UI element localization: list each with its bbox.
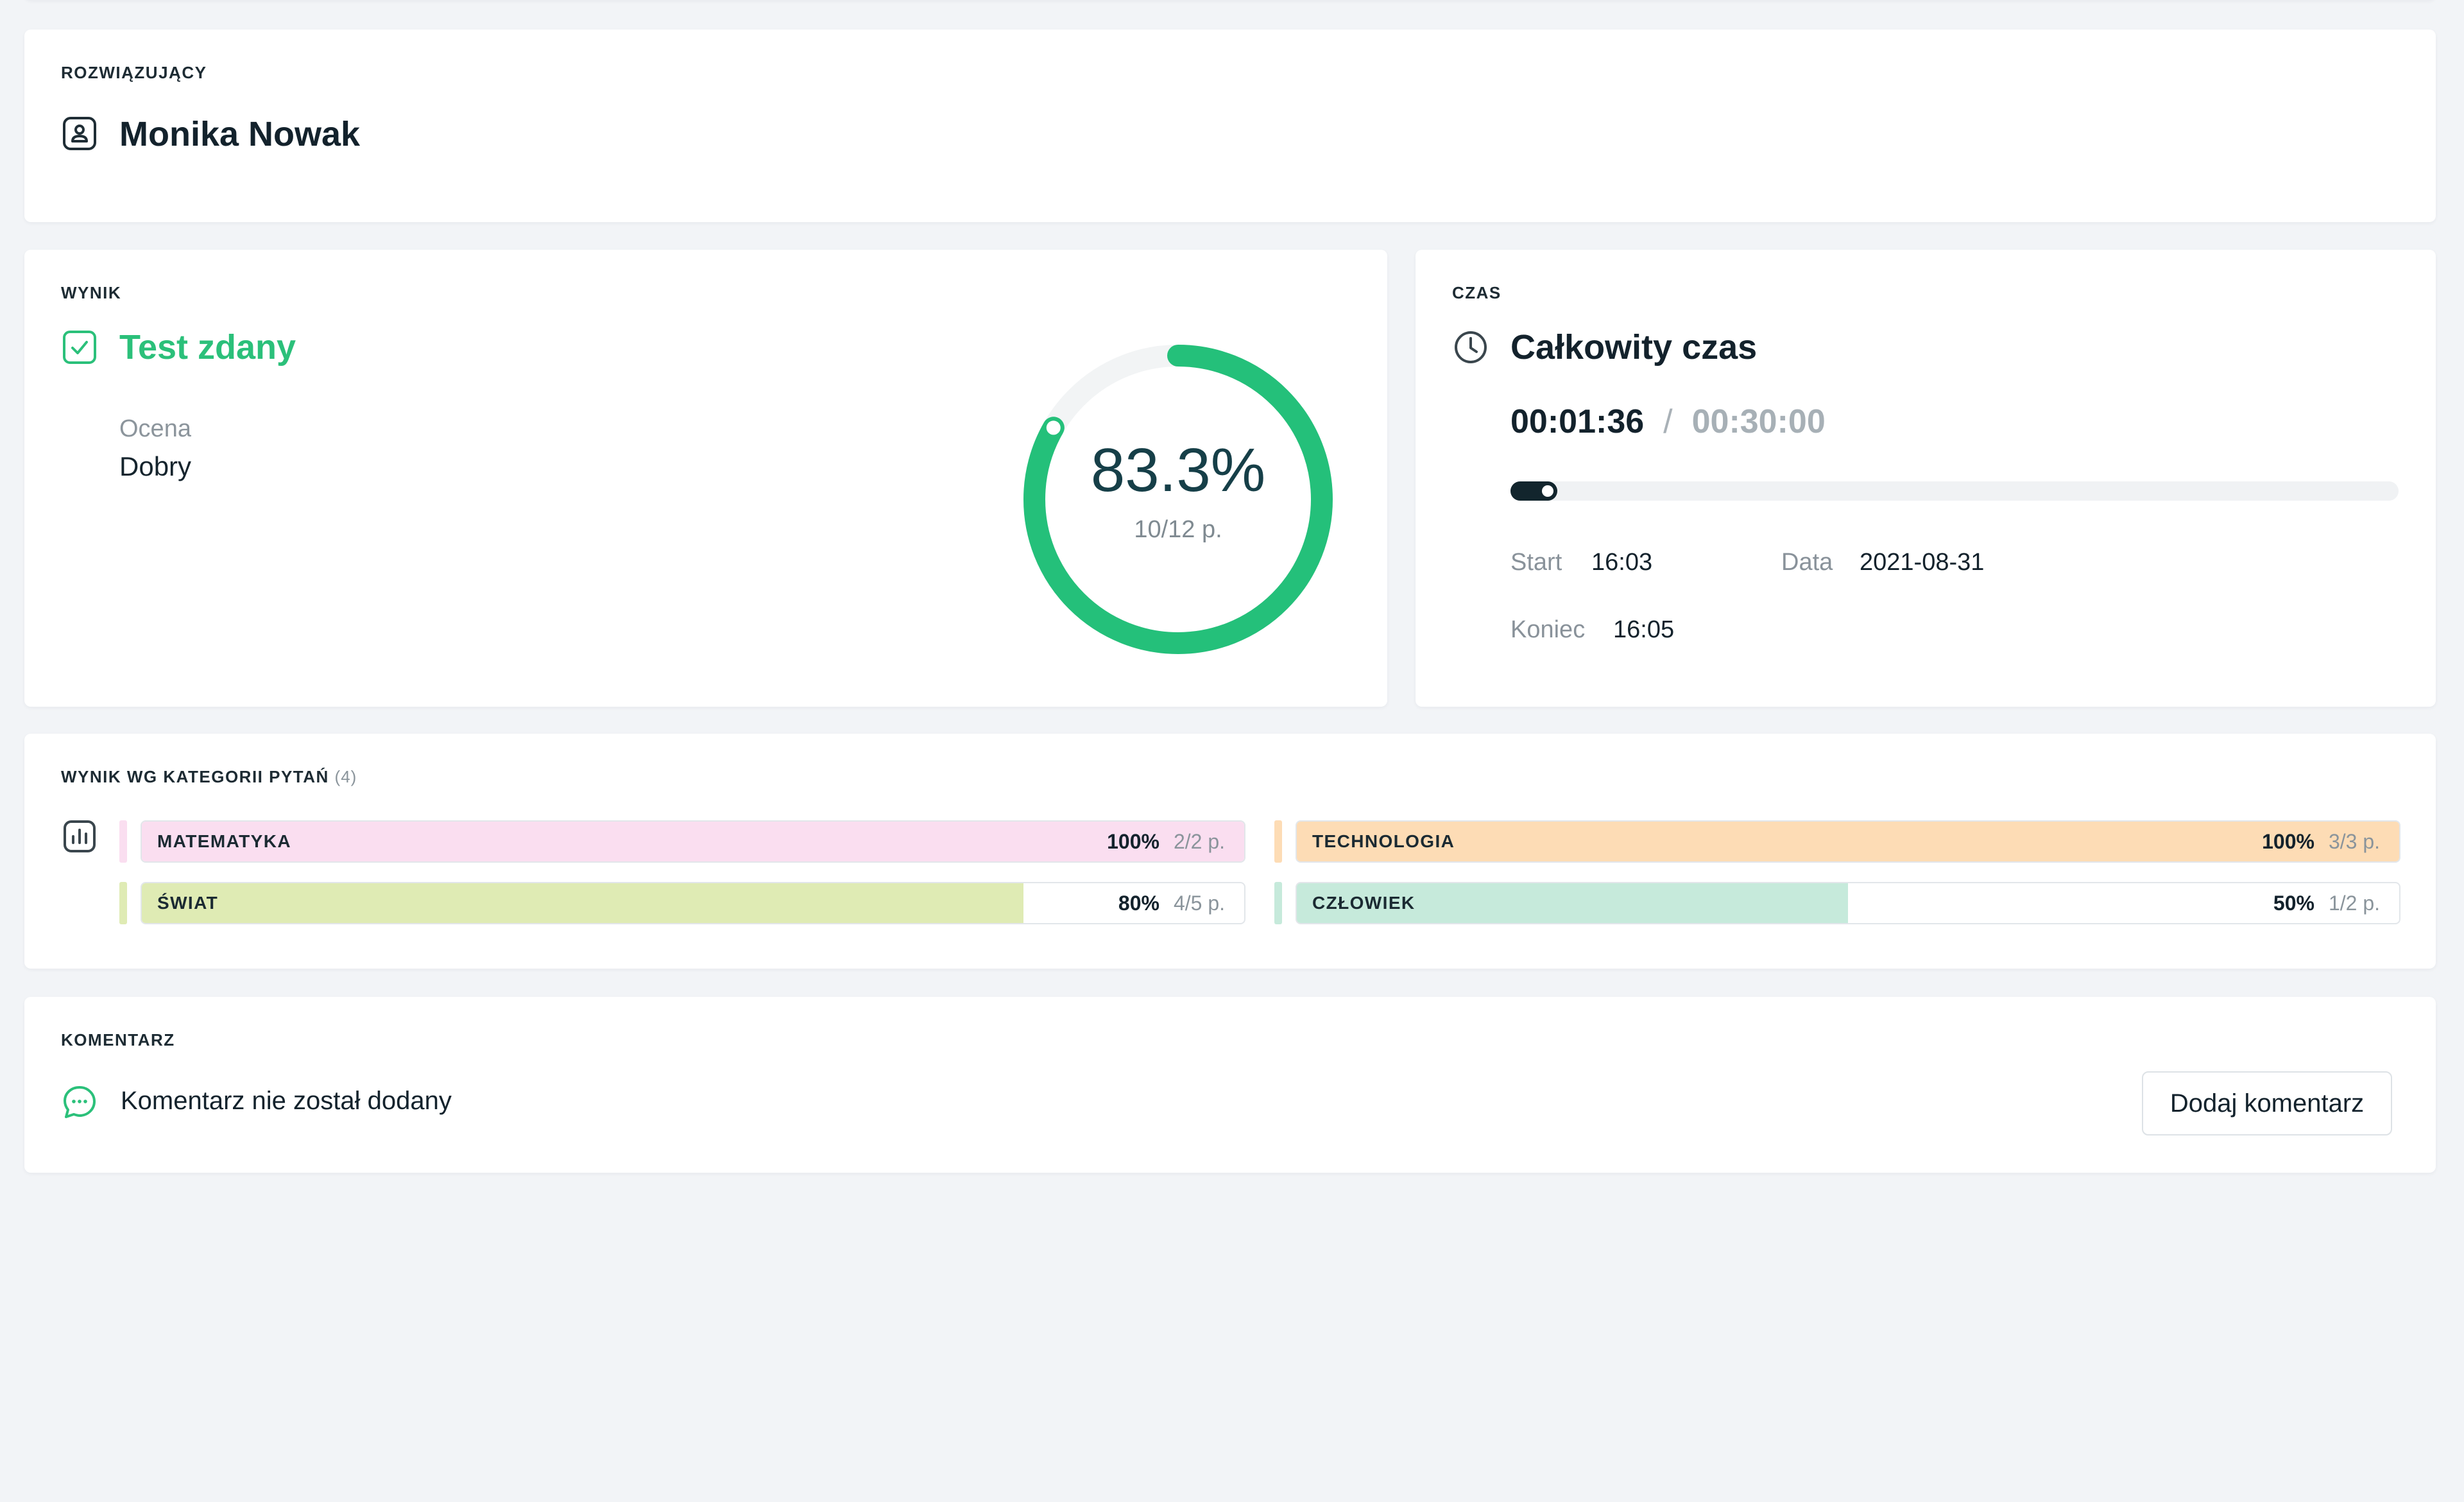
time-progress-bar — [1510, 481, 2399, 501]
category-accent — [1274, 820, 1282, 863]
categories-card: WYNIK WG KATEGORII PYTAŃ (4) MATEMATYKA … — [24, 734, 2436, 969]
category-name: ŚWIAT — [157, 893, 219, 913]
score-gauge: 83.3% 10/12 p. — [1018, 339, 1339, 660]
categories-count: (4) — [334, 767, 357, 786]
start-value: 16:03 — [1591, 549, 1653, 576]
category-name: TECHNOLOGIA — [1312, 831, 1455, 851]
category-bar: CZŁOWIEK 50% 1/2 p. — [1296, 882, 2400, 924]
solver-card: ROZWIĄZUJĄCY Monika Nowak — [24, 30, 2436, 222]
category-bar: TECHNOLOGIA 100% 3/3 p. — [1296, 820, 2400, 863]
time-elapsed: 00:01:36 — [1510, 403, 1645, 440]
category-fill — [142, 883, 1024, 923]
category-bar: ŚWIAT 80% 4/5 p. — [141, 882, 1245, 924]
score-percent: 83.3% — [1090, 436, 1266, 505]
category-points: 2/2 p. — [1173, 830, 1225, 853]
category-percent: 100% — [2262, 830, 2314, 853]
gauge-arc — [1023, 345, 1333, 654]
category-score: 80% 4/5 p. — [1118, 883, 1225, 923]
score-points: 10/12 p. — [1134, 516, 1222, 543]
date-value: 2021-08-31 — [1860, 549, 1985, 576]
section-label-result: WYNIK — [61, 283, 122, 302]
category-score: 50% 1/2 p. — [2273, 883, 2380, 923]
solver-name: Monika Nowak — [119, 115, 361, 153]
comment-empty-text: Komentarz nie został dodany — [121, 1087, 452, 1115]
category-score: 100% 2/2 p. — [1107, 822, 1225, 861]
category-fill — [1297, 883, 1848, 923]
time-progress-knob — [1542, 485, 1554, 497]
start-label: Start — [1510, 549, 1562, 576]
result-card: WYNIK Test zdany Ocena Dobry 83.3% 10/12… — [24, 250, 1387, 707]
category-points: 1/2 p. — [2328, 892, 2380, 915]
clock-icon — [1450, 327, 1491, 368]
result-status: Test zdany — [119, 328, 296, 367]
time-title: Całkowity czas — [1510, 328, 1758, 367]
section-label-categories: WYNIK WG KATEGORII PYTAŃ (4) — [61, 767, 357, 786]
user-badge-icon — [59, 113, 100, 154]
chat-bubble-icon — [59, 1082, 100, 1123]
category-bar: MATEMATYKA 100% 2/2 p. — [141, 820, 1245, 863]
category-name: MATEMATYKA — [157, 831, 291, 851]
time-card: CZAS Całkowity czas 00:01:36 / 00:30:00 St… — [1416, 250, 2436, 707]
category-name: CZŁOWIEK — [1312, 893, 1416, 913]
gauge-end-knob — [1046, 420, 1061, 435]
end-label: Koniec — [1510, 616, 1586, 643]
comment-card: KOMENTARZ Komentarz nie został dodany Do… — [24, 997, 2436, 1173]
grade-value: Dobry — [119, 451, 192, 481]
category-points: 4/5 p. — [1173, 892, 1225, 915]
end-value: 16:05 — [1613, 616, 1675, 643]
category-percent: 80% — [1118, 892, 1159, 915]
time-separator: / — [1663, 403, 1673, 440]
category-points: 3/3 p. — [2328, 830, 2380, 853]
time-row: 00:01:36 / 00:30:00 — [1510, 402, 1826, 441]
section-label-time: CZAS — [1452, 283, 1502, 302]
grade-label: Ocena — [119, 415, 191, 442]
time-limit: 00:30:00 — [1691, 403, 1826, 440]
category-accent — [119, 820, 127, 863]
add-comment-button[interactable]: Dodaj komentarz — [2142, 1071, 2392, 1135]
section-label-solver: ROZWIĄZUJĄCY — [61, 63, 207, 82]
category-accent — [119, 882, 127, 924]
date-label: Data — [1781, 549, 1833, 576]
category-percent: 50% — [2273, 892, 2314, 915]
category-fill — [1297, 822, 2399, 861]
category-fill — [142, 822, 1244, 861]
checkbox-check-icon — [59, 327, 100, 368]
category-score: 100% 3/3 p. — [2262, 822, 2380, 861]
section-label-comment: KOMENTARZ — [61, 1030, 175, 1049]
bar-chart-icon — [59, 816, 100, 857]
category-percent: 100% — [1107, 830, 1159, 853]
category-accent — [1274, 882, 1282, 924]
